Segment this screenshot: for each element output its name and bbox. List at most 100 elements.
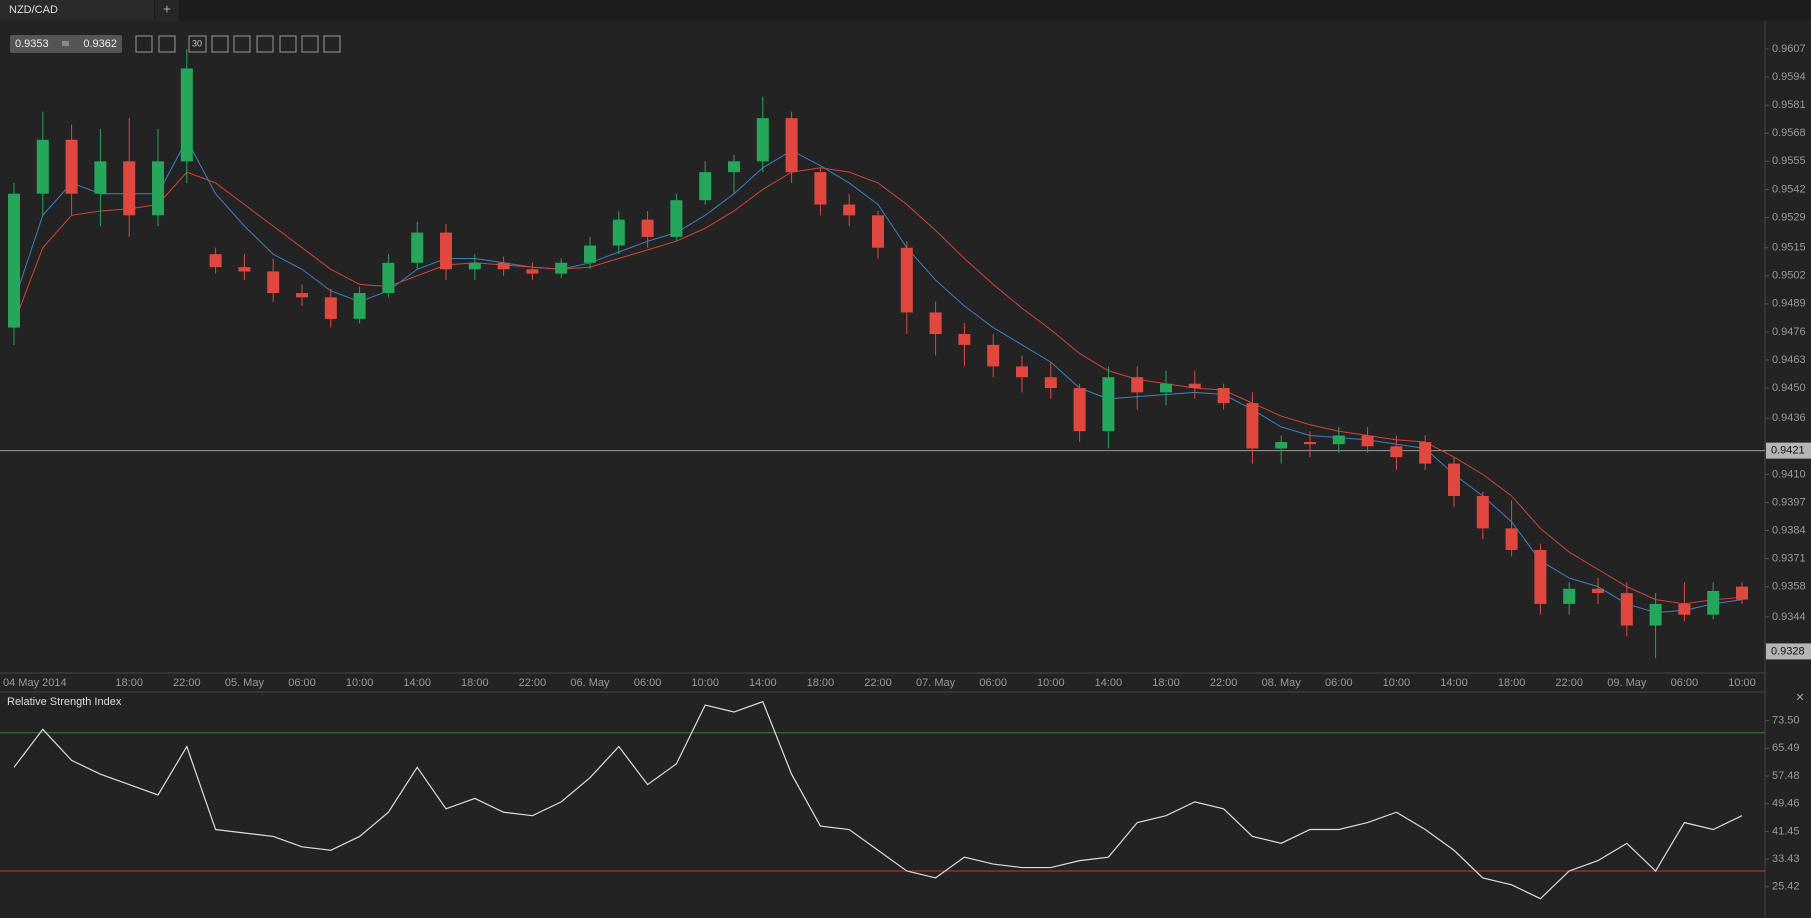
x-tick-label: 22:00 <box>173 677 201 689</box>
template[interactable] <box>256 35 274 53</box>
x-tick-label: 18:00 <box>1498 677 1526 689</box>
y-tick-label: 0.9384 <box>1772 524 1806 536</box>
candle-body <box>641 219 654 237</box>
candle-body <box>440 232 452 270</box>
candle-body <box>1044 377 1057 389</box>
y-tick-label: 0.9529 <box>1772 211 1806 223</box>
candle-body <box>1448 463 1460 496</box>
y-tick-label: 0.9436 <box>1772 412 1806 424</box>
candle-body <box>267 271 280 294</box>
candle-body <box>36 139 49 194</box>
x-tick-label: 14:00 <box>749 677 777 689</box>
candle-body <box>814 172 827 205</box>
tab-label[interactable]: NZD/CAD <box>9 4 58 16</box>
x-tick-label: 18:00 <box>461 677 489 689</box>
candle-body <box>296 293 308 298</box>
candle-body <box>1505 528 1518 550</box>
add-tab[interactable] <box>155 0 179 21</box>
draw[interactable] <box>323 35 341 53</box>
y-tick-label: 49.46 <box>1772 798 1800 810</box>
candle-body <box>728 161 740 173</box>
x-tick-label: 08. May <box>1262 677 1302 689</box>
y-tick-label: 0.9594 <box>1772 71 1806 83</box>
x-tick-label: 18:00 <box>1152 677 1180 689</box>
candle-body <box>1620 593 1633 626</box>
candle-body <box>699 172 712 201</box>
candle-body <box>209 254 222 268</box>
current-price-box <box>1766 442 1811 459</box>
y-tick-label: 73.50 <box>1772 715 1800 727</box>
candle-body <box>1361 435 1374 447</box>
x-tick-label: 22:00 <box>864 677 892 689</box>
candle-body <box>180 68 193 162</box>
candle-body <box>1332 435 1345 445</box>
chart-type[interactable] <box>211 35 229 53</box>
candle-body <box>497 262 510 270</box>
x-tick-label: 06:00 <box>1671 677 1699 689</box>
candle-body <box>1304 441 1316 445</box>
candle-body <box>152 161 164 216</box>
y-tick-label: 0.9344 <box>1772 611 1806 623</box>
y-tick-label: 0.9450 <box>1772 382 1806 394</box>
x-tick-label: 06:00 <box>288 677 316 689</box>
tab[interactable] <box>0 0 154 21</box>
y-tick-label: 0.9515 <box>1772 242 1806 254</box>
candle-body <box>8 193 20 328</box>
candle-body <box>1246 403 1259 449</box>
x-tick-label: 05. May <box>225 677 265 689</box>
candle-body <box>1016 366 1028 378</box>
y-tick-label: 57.48 <box>1772 770 1800 782</box>
candle-body <box>584 245 596 263</box>
price-marker-label: 0.9328 <box>1771 645 1805 657</box>
candle-body <box>1649 603 1662 626</box>
candle-body <box>411 232 424 263</box>
candle-body <box>1390 446 1403 458</box>
candle-body <box>526 269 539 274</box>
candle-body <box>65 139 78 194</box>
x-tick-label: 22:00 <box>1210 677 1238 689</box>
current-price-label: 0.9421 <box>1771 445 1805 457</box>
candle-body <box>555 262 568 274</box>
zoom-in[interactable] <box>158 35 176 53</box>
x-tick-label: 10:00 <box>1728 677 1756 689</box>
x-tick-label: 06:00 <box>979 677 1007 689</box>
candle-body <box>1736 586 1748 600</box>
y-tick-label: 0.9502 <box>1772 270 1806 282</box>
x-tick-label: 09. May <box>1607 677 1647 689</box>
timeframe-label[interactable]: 30 <box>192 38 202 48</box>
candle-body <box>324 297 337 319</box>
candle-body <box>843 204 856 216</box>
candle-body <box>1131 377 1144 393</box>
timeframe[interactable] <box>188 35 207 53</box>
indicators[interactable] <box>233 35 251 53</box>
candle-body <box>1102 377 1115 432</box>
y-tick-label: 25.42 <box>1772 881 1800 893</box>
x-tick-label: 06. May <box>570 677 610 689</box>
y-tick-label: 0.9476 <box>1772 326 1806 338</box>
candle-body <box>1217 388 1230 404</box>
x-tick-label: 22:00 <box>519 677 547 689</box>
candle-body <box>958 334 971 345</box>
bid: 0.9353 <box>15 38 49 50</box>
candle-body <box>1534 549 1547 604</box>
x-tick-label: 07. May <box>916 677 956 689</box>
copy[interactable] <box>279 35 297 53</box>
candle-body <box>1275 441 1288 449</box>
panel-title: Relative Strength Index <box>7 696 122 708</box>
y-tick-label: 0.9542 <box>1772 183 1806 195</box>
y-tick-label: 41.45 <box>1772 825 1800 837</box>
close-panel[interactable]: × <box>1796 689 1804 705</box>
zoom-out[interactable] <box>135 35 153 53</box>
x-tick-label: 14:00 <box>1095 677 1123 689</box>
y-tick-label: 0.9397 <box>1772 496 1806 508</box>
edit[interactable] <box>301 35 319 53</box>
tab-bar <box>0 0 1811 21</box>
x-tick-label: 14:00 <box>1440 677 1468 689</box>
candle-body <box>123 161 136 216</box>
candle-body <box>1592 588 1604 594</box>
candle-body <box>1160 383 1172 393</box>
add-tab-label[interactable]: + <box>163 1 171 17</box>
candle-body <box>929 312 942 335</box>
